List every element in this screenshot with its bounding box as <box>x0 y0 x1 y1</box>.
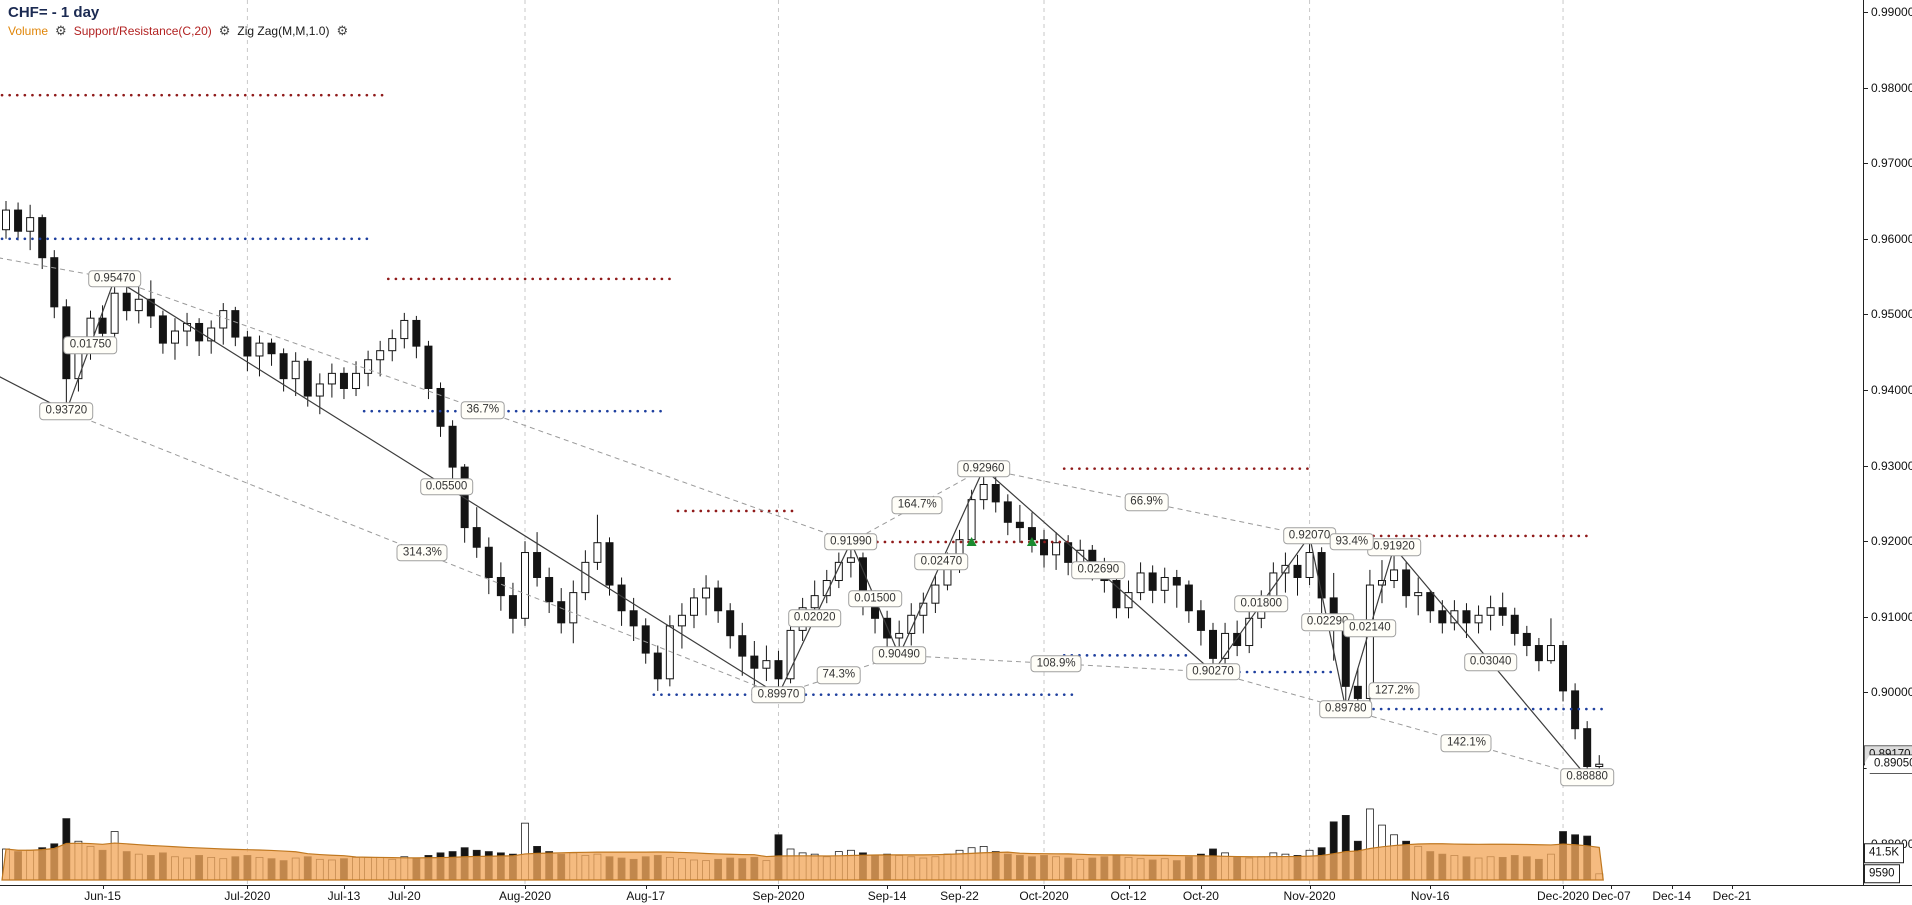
legend-zigzag[interactable]: Zig Zag(M,M,1.0) <box>237 24 330 38</box>
gear-icon[interactable]: ⚙ <box>336 23 349 38</box>
x-axis-tick <box>1128 885 1130 889</box>
x-axis-label: Oct-2020 <box>1019 889 1069 903</box>
candles-group <box>2 201 1604 778</box>
gear-icon[interactable]: ⚙ <box>55 23 67 38</box>
x-axis-tick <box>247 885 249 889</box>
y-axis-tick <box>1864 163 1868 165</box>
y-axis-label: 0.95000 <box>1871 307 1912 322</box>
legend-volume[interactable]: Volume <box>8 24 49 38</box>
page-title: CHF= - 1 day <box>8 4 100 21</box>
breakout-marker-icon <box>966 536 977 546</box>
x-axis-label: Jul-2020 <box>224 889 271 903</box>
zigzag-line <box>0 277 1588 778</box>
x-axis-tick <box>1309 885 1311 889</box>
y-axis-tick <box>1864 238 1868 240</box>
y-axis-tick <box>1864 390 1868 391</box>
y-axis-label: 0.90000 <box>1871 685 1912 700</box>
x-axis-tick <box>645 885 647 889</box>
x-axis-tick <box>1430 885 1432 889</box>
price-axis[interactable]: 0.99000 0.98000 0.97000 0.96000 0.95000 0.940… <box>1863 0 1912 885</box>
x-axis-label: Dec-07 <box>1591 889 1631 903</box>
x-axis-label: Sep-22 <box>940 889 979 903</box>
x-axis-tick <box>778 885 780 889</box>
month-gridlines <box>246 0 1564 885</box>
y-axis-tick <box>1864 541 1868 543</box>
x-axis-label: Oct-12 <box>1110 889 1147 903</box>
y-axis-tick <box>1864 616 1868 618</box>
x-axis-label: Jun-15 <box>84 889 121 903</box>
x-axis-label: Sep-14 <box>867 889 907 903</box>
volume-ma-badge: 41.5K <box>1864 843 1905 863</box>
x-axis-tick <box>343 885 345 889</box>
x-axis-label: Oct-20 <box>1182 889 1219 903</box>
x-axis-label: Sep-2020 <box>752 889 805 903</box>
x-axis-label: Dec-2020 <box>1537 889 1590 903</box>
x-axis-label: Aug-17 <box>626 889 666 903</box>
x-axis-label: Dec-21 <box>1712 889 1752 903</box>
y-axis-tick <box>1864 465 1868 467</box>
x-axis-label: Nov-16 <box>1410 889 1450 903</box>
volume-group <box>1 808 1604 881</box>
x-axis-label: Jul-13 <box>327 889 361 903</box>
y-axis-label: 0.92000 <box>1871 534 1912 549</box>
y-axis-label: 0.98000 <box>1871 80 1912 95</box>
time-axis[interactable]: Jun-15 Jul-2020 Jul-13 Jul-20 Aug-2020 Aug-17… <box>0 885 1912 905</box>
y-axis-tick <box>1864 12 1868 13</box>
x-axis-tick <box>1200 885 1202 889</box>
y-axis-tick <box>1864 692 1868 694</box>
y-axis-tick <box>1864 768 1868 769</box>
x-axis-tick <box>887 885 889 889</box>
gear-icon[interactable]: ⚙ <box>218 23 231 38</box>
x-axis-tick <box>525 885 526 889</box>
last-price-badge: 0.89050 <box>1864 754 1912 774</box>
x-axis-label: Aug-2020 <box>498 889 552 903</box>
breakout-marker-icon <box>1026 536 1037 546</box>
y-axis-label: 0.99000 <box>1871 5 1912 19</box>
x-axis-tick <box>1671 885 1673 889</box>
x-axis-tick <box>404 885 406 889</box>
x-axis-tick <box>1611 885 1613 889</box>
zigzag-dashed-connectors <box>0 257 1588 778</box>
y-axis-label: 0.96000 <box>1871 231 1912 246</box>
x-axis-tick <box>1044 885 1046 889</box>
y-axis-label: 0.93000 <box>1871 458 1912 473</box>
x-axis-tick <box>1563 885 1565 889</box>
volume-last-badge: 9590 <box>1864 864 1900 884</box>
x-axis-label: Dec-14 <box>1652 889 1691 903</box>
x-axis-label: Jul-20 <box>387 889 421 903</box>
y-axis-tick <box>1864 87 1868 89</box>
y-axis-label: 0.94000 <box>1871 383 1912 397</box>
x-axis-tick <box>102 885 104 889</box>
signal-markers <box>966 536 1037 546</box>
x-axis-tick <box>959 885 961 889</box>
chart-plot-area[interactable] <box>0 0 1863 885</box>
price-chart-canvas <box>0 0 1605 885</box>
x-axis-tick <box>1732 885 1733 889</box>
y-axis-label: 0.91000 <box>1871 609 1912 624</box>
volume-ma-area <box>1 842 1604 881</box>
y-axis-label: 0.97000 <box>1871 156 1912 171</box>
indicator-legend: Volume ⚙ Support/Resistance(C,20) ⚙ Zig … <box>8 23 348 39</box>
x-axis-label: Nov-2020 <box>1283 889 1336 903</box>
chart-header: CHF= - 1 day <box>8 4 99 22</box>
legend-support-resistance[interactable]: Support/Resistance(C,20) <box>73 24 212 38</box>
support-resistance-lines <box>0 93 1605 711</box>
y-axis-tick <box>1864 314 1868 316</box>
